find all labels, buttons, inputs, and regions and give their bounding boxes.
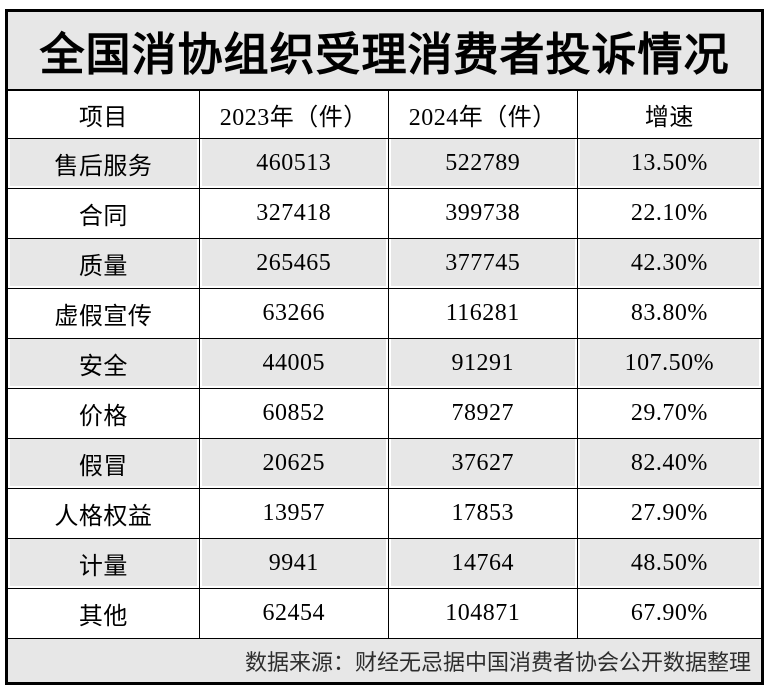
value-2023: 44005 (198, 337, 389, 389)
value-2024: 399738 (387, 187, 578, 239)
table-row: 价格 60852 78927 29.70% (7, 387, 762, 439)
column-header-item: 项目 (7, 90, 200, 139)
row-label: 售后服务 (7, 137, 200, 189)
row-label: 假冒 (7, 437, 200, 489)
row-label: 质量 (7, 237, 200, 289)
growth-rate: 29.70% (576, 387, 762, 439)
growth-rate: 82.40% (576, 437, 762, 489)
growth-rate: 107.50% (576, 337, 762, 389)
growth-rate: 67.90% (576, 587, 762, 639)
value-2024: 37627 (387, 437, 578, 489)
table-row: 合同 327418 399738 22.10% (7, 187, 762, 239)
value-2024: 91291 (387, 337, 578, 389)
row-label: 人格权益 (7, 487, 200, 539)
table-row: 假冒 20625 37627 82.40% (7, 437, 762, 489)
table-row: 售后服务 460513 522789 13.50% (7, 137, 762, 189)
growth-rate: 83.80% (576, 287, 762, 339)
column-header-2023: 2023年（件） (198, 90, 389, 139)
row-label: 计量 (7, 537, 200, 589)
value-2023: 60852 (198, 387, 389, 439)
value-2024: 14764 (387, 537, 578, 589)
row-label: 合同 (7, 187, 200, 239)
table-row: 人格权益 13957 17853 27.90% (7, 487, 762, 539)
page-title: 全国消协组织受理消费者投诉情况 (8, 12, 761, 91)
value-2023: 62454 (198, 587, 389, 639)
growth-rate: 13.50% (576, 137, 762, 189)
complaints-table-card: 全国消协组织受理消费者投诉情况 项目 2023年（件） 2024年（件） 增速 … (5, 9, 764, 685)
column-header-2024: 2024年（件） (387, 90, 578, 139)
value-2023: 20625 (198, 437, 389, 489)
table-row: 安全 44005 91291 107.50% (7, 337, 762, 389)
column-header-growth: 增速 (576, 90, 762, 139)
value-2023: 13957 (198, 487, 389, 539)
value-2023: 327418 (198, 187, 389, 239)
table-header-row: 项目 2023年（件） 2024年（件） 增速 (7, 90, 762, 139)
row-label: 其他 (7, 587, 200, 639)
table-row: 其他 62454 104871 67.90% (7, 587, 762, 639)
table-row: 质量 265465 377745 42.30% (7, 237, 762, 289)
value-2024: 104871 (387, 587, 578, 639)
growth-rate: 27.90% (576, 487, 762, 539)
complaints-table: 项目 2023年（件） 2024年（件） 增速 售后服务 460513 5227… (7, 90, 762, 639)
data-source-note: 数据来源：财经无忌据中国消费者协会公开数据整理 (8, 638, 761, 682)
value-2024: 116281 (387, 287, 578, 339)
row-label: 虚假宣传 (7, 287, 200, 339)
table-row: 计量 9941 14764 48.50% (7, 537, 762, 589)
row-label: 价格 (7, 387, 200, 439)
row-label: 安全 (7, 337, 200, 389)
value-2023: 63266 (198, 287, 389, 339)
value-2023: 460513 (198, 137, 389, 189)
value-2023: 265465 (198, 237, 389, 289)
value-2023: 9941 (198, 537, 389, 589)
growth-rate: 22.10% (576, 187, 762, 239)
value-2024: 78927 (387, 387, 578, 439)
table-row: 虚假宣传 63266 116281 83.80% (7, 287, 762, 339)
value-2024: 17853 (387, 487, 578, 539)
value-2024: 377745 (387, 237, 578, 289)
value-2024: 522789 (387, 137, 578, 189)
growth-rate: 48.50% (576, 537, 762, 589)
growth-rate: 42.30% (576, 237, 762, 289)
